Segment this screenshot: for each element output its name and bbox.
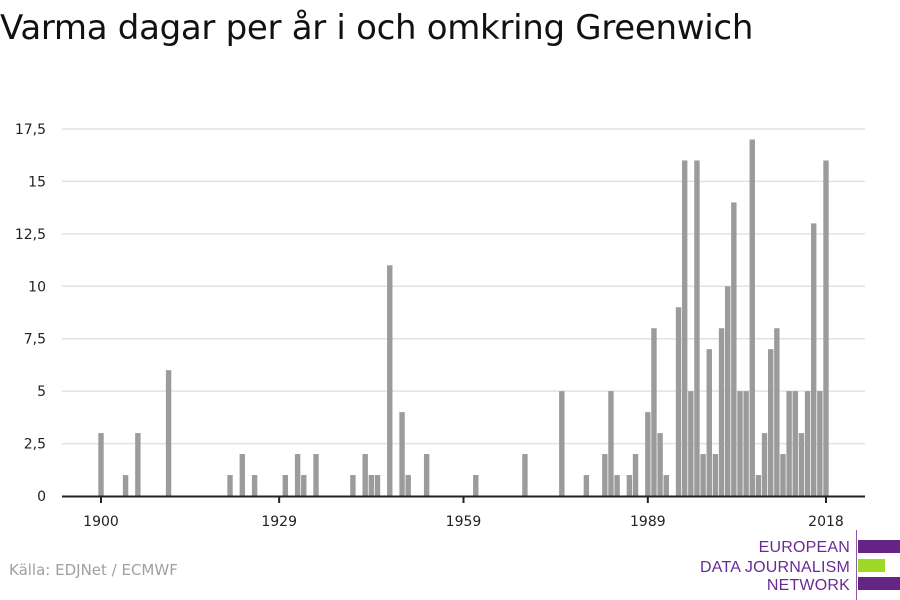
x-tick-label: 1959 [446,514,482,530]
bar-2000 [712,454,719,496]
bar-2016 [811,223,817,496]
bar-1992 [663,475,669,496]
bar-2015 [804,391,811,496]
chart-title: Varma dagar per år i och omkring Greenwi… [0,8,754,48]
bar-1925 [251,475,258,496]
bar-1930 [282,475,289,496]
bar-2018 [823,160,829,496]
bar-2006 [749,139,755,496]
x-tick-label: 1900 [83,514,119,530]
logo-bar-green [858,559,885,572]
bar-1996 [688,391,694,496]
bar-1933 [301,475,307,496]
bar-chart: 0 2,5 5 7,5 10 12,5 15 17,5 1900 1929 1959 1989 201… [15,122,865,530]
bar-2005 [743,391,749,496]
bar-1947 [387,265,393,496]
bar-1969 [522,454,528,496]
bar-1961 [473,475,479,496]
bar-1944 [368,475,375,496]
bar-1953 [423,454,430,496]
y-tick-label: 7,5 [24,332,46,348]
bar-1945 [374,475,381,496]
bar-1982 [602,454,608,496]
edjnet-logo: EUROPEAN DATA JOURNALISM NETWORK [700,530,900,600]
logo-line-1: EUROPEAN [758,539,850,556]
bar-1900 [98,433,104,496]
bar-1943 [362,454,368,496]
x-tick-label: 1989 [630,514,666,530]
bar-1906 [135,433,141,496]
y-tick-label: 2,5 [24,437,46,453]
bar-1986 [626,475,633,496]
bar-2012 [786,391,792,496]
bar-1975 [559,391,565,496]
logo-line-2: DATA JOURNALISM [700,559,850,576]
bar-2017 [817,391,823,496]
y-tick-label: 0 [37,489,46,505]
bar-1941 [350,475,356,496]
bar-1950 [405,475,411,496]
x-tick-label: 1929 [261,514,297,530]
bar-2003 [731,202,737,496]
bar-1983 [608,391,614,496]
logo-line-3: NETWORK [766,577,850,594]
y-tick-label: 5 [37,384,46,400]
bar-1987 [632,454,639,496]
bar-1935 [313,454,319,496]
y-tick-label: 10 [28,279,46,295]
bar-1932 [294,454,301,496]
bar-2001 [718,328,725,496]
y-axis-labels: 0 2,5 5 7,5 10 12,5 15 17,5 [15,122,46,505]
bar-1949 [399,412,405,496]
bar-1984 [614,475,620,496]
logo-bar-purple-top [858,540,900,553]
source-note: Källa: EDJNet / ECMWF [9,561,178,579]
bar-2013 [792,391,798,496]
bar-1990 [651,328,657,496]
bar-1995 [681,160,688,496]
x-axis-ticks: 1900 1929 1959 1989 2018 [83,496,844,530]
bar-1923 [239,454,246,496]
bar-2009 [768,349,774,496]
bars [98,139,829,496]
bar-2004 [737,391,743,496]
y-tick-label: 17,5 [15,122,46,138]
bar-2014 [798,433,805,496]
bar-2008 [761,433,768,496]
bar-1979 [583,475,590,496]
x-tick-label: 2018 [808,514,844,530]
logo-divider [856,530,857,600]
bar-1904 [122,475,129,496]
bar-1994 [675,307,682,496]
bar-2007 [755,475,762,496]
bar-1921 [227,475,233,496]
bar-1989 [645,412,651,496]
logo-bar-purple-bottom [858,577,900,590]
bar-1998 [700,454,706,496]
bar-1911 [165,370,172,496]
gridlines [62,128,865,445]
y-tick-label: 15 [28,174,46,190]
bar-1997 [694,160,700,496]
bar-2011 [780,454,786,496]
bar-2010 [774,328,780,496]
bar-1991 [657,433,663,496]
y-tick-label: 12,5 [15,227,46,243]
bar-2002 [724,286,731,496]
bar-1999 [706,349,712,496]
